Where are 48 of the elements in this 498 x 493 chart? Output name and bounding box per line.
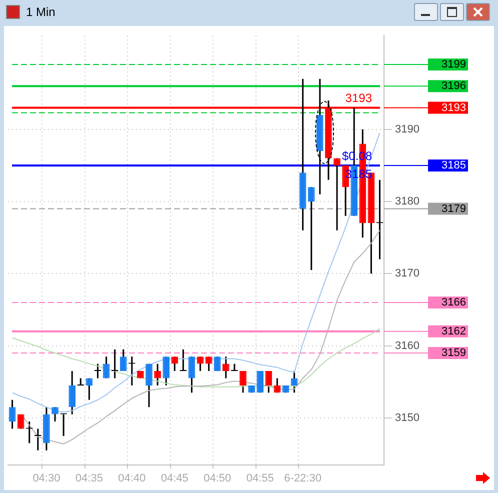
candlestick bbox=[240, 370, 246, 394]
candlestick bbox=[265, 370, 272, 394]
candlestick bbox=[146, 363, 152, 408]
candlestick bbox=[77, 377, 84, 386]
y-tick-label: 3170 bbox=[395, 268, 420, 280]
ref-line-label: 3159 bbox=[442, 347, 466, 360]
chart-title: 1 Min bbox=[26, 5, 56, 19]
y-tick-label: 3180 bbox=[395, 196, 420, 208]
candlestick bbox=[188, 356, 196, 394]
y-tick-label: 3150 bbox=[395, 412, 420, 424]
x-tick-label: 04:45 bbox=[160, 472, 188, 484]
candlestick bbox=[120, 348, 127, 372]
candlestick bbox=[196, 356, 204, 372]
y-tick-label: 3190 bbox=[395, 123, 420, 136]
candlestick bbox=[8, 399, 16, 430]
candlestick bbox=[52, 406, 58, 422]
candlestick bbox=[34, 428, 42, 452]
ref-line-label: 3196 bbox=[442, 80, 466, 92]
candlestick bbox=[290, 370, 298, 394]
annotation: 3193 bbox=[345, 91, 372, 106]
candlestick bbox=[94, 363, 102, 379]
candlestick bbox=[86, 377, 93, 401]
ref-line-label: 3199 bbox=[442, 58, 466, 70]
candlestick bbox=[180, 348, 187, 372]
ref-line-label: 3179 bbox=[442, 202, 466, 215]
candlestick bbox=[154, 363, 161, 386]
candlestick bbox=[256, 370, 264, 394]
y-tick-label: 3160 bbox=[395, 340, 420, 352]
candlestick bbox=[111, 348, 118, 379]
candlestick bbox=[205, 356, 212, 372]
ref-line-label: 3166 bbox=[442, 296, 466, 309]
ref-line-label: 3162 bbox=[442, 325, 466, 338]
candlestick bbox=[308, 186, 315, 271]
candlestick bbox=[171, 356, 178, 372]
x-tick-label: 04:40 bbox=[118, 472, 146, 484]
x-tick-label: 04:50 bbox=[204, 472, 232, 484]
x-tick-label: 04:30 bbox=[32, 472, 60, 484]
candlestick bbox=[334, 157, 340, 232]
ref-line-label: 3185 bbox=[442, 159, 466, 172]
x-tick-label: 6-22:30 bbox=[284, 472, 322, 484]
candlestick bbox=[102, 356, 110, 379]
annotation: 3185 bbox=[345, 166, 372, 181]
candlestick bbox=[222, 356, 230, 379]
x-tick-label: 04:55 bbox=[246, 472, 274, 484]
candlestick bbox=[68, 370, 76, 416]
candlestick bbox=[162, 356, 170, 386]
ref-line-label: 3193 bbox=[442, 102, 466, 114]
x-tick-label: 04:35 bbox=[75, 472, 103, 484]
